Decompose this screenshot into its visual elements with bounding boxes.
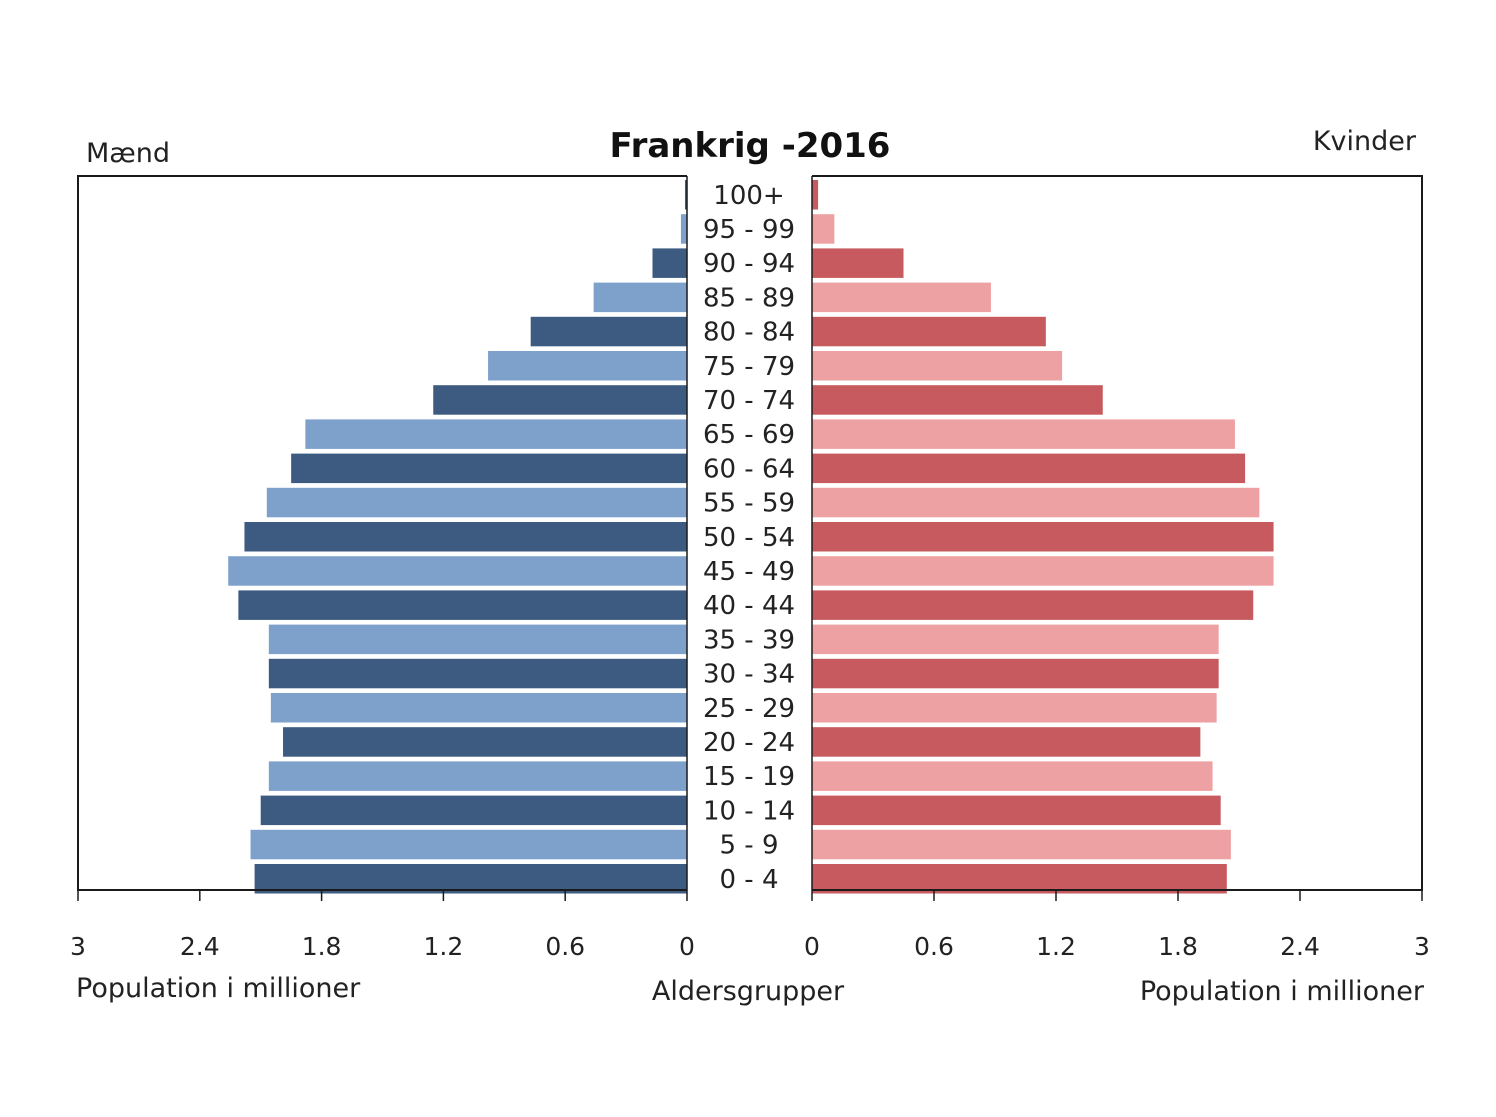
female-bar-55-59 [812,487,1260,518]
age-group-label: 5 - 9 [720,831,779,861]
female-bar-30-34 [812,658,1219,689]
age-group-label: 80 - 84 [703,318,795,348]
male-bars [228,180,688,894]
male-bar-90-94 [652,248,687,278]
male-tick-label: 0 [679,932,695,961]
age-group-label: 50 - 54 [703,523,795,553]
age-group-label: 95 - 99 [703,215,795,245]
female-tick-label: 1.2 [1036,932,1076,961]
chart-title: Frankrig -2016 [610,126,891,166]
male-bar-85-89 [593,282,687,313]
male-bar-45-49 [228,556,687,586]
female-bar-70-74 [812,385,1103,415]
age-group-label: 100+ [713,181,784,211]
age-group-labels: 100+ 95 - 99 90 - 94 85 - 89 80 - 84 75 - 79 7… [703,181,795,895]
male-bar-25-29 [270,693,687,723]
age-group-label: 60 - 64 [703,454,795,484]
age-group-label: 35 - 39 [703,625,795,655]
age-group-label: 65 - 69 [703,420,795,450]
age-group-label: 45 - 49 [703,557,795,587]
female-tick-label: 0 [804,932,820,961]
female-bars [812,180,1274,894]
age-group-label: 55 - 59 [703,489,795,519]
female-bar-65-69 [812,419,1235,449]
female-tick-label: 0.6 [914,932,954,961]
male-tick-label: 2.4 [180,932,220,961]
female-bar-35-39 [812,624,1219,655]
age-group-label: 70 - 74 [703,386,795,416]
age-group-label: 85 - 89 [703,283,795,313]
male-bar-20-24 [283,727,687,757]
age-group-label: 15 - 19 [703,762,795,792]
female-bar-25-29 [812,693,1217,723]
male-bar-70-74 [433,385,687,415]
male-bar-80-84 [530,316,687,347]
age-group-label: 25 - 29 [703,694,795,724]
female-tick-label: 1.8 [1158,932,1198,961]
age-group-label: 20 - 24 [703,728,795,758]
age-group-label: 90 - 94 [703,249,795,279]
male-plot-frame [77,175,687,891]
male-bar-35-39 [268,624,687,655]
age-group-label: 75 - 79 [703,352,795,382]
male-tick-label: 1.8 [302,932,342,961]
female-bar-100plus [812,180,819,210]
age-group-label: 30 - 34 [703,660,795,690]
female-bar-85-89 [812,282,991,313]
female-bar-50-54 [812,522,1274,552]
female-bar-95-99 [812,214,835,244]
female-bar-80-84 [812,316,1046,347]
male-tick-label: 1.2 [424,932,464,961]
female-bar-10-14 [812,795,1221,826]
female-x-axis-ticks: 0 0.6 1.2 1.8 2.4 3 [804,890,1430,961]
male-tick-label: 0.6 [545,932,585,961]
female-tick-label: 2.4 [1280,932,1320,961]
female-bar-0-4 [812,864,1227,894]
age-group-label: 0 - 4 [720,865,779,895]
male-tick-label: 3 [70,932,86,961]
female-bar-75-79 [812,351,1063,381]
age-group-label: 40 - 44 [703,591,795,621]
male-x-axis-ticks: 3 2.4 1.8 1.2 0.6 0 [70,890,695,961]
male-bar-30-34 [268,658,687,689]
female-bar-15-19 [812,761,1213,791]
male-bar-65-69 [305,419,687,449]
male-bar-95-99 [680,214,687,244]
female-bar-90-94 [812,248,904,278]
male-bar-75-79 [488,351,687,381]
male-bar-55-59 [266,487,687,518]
male-bar-50-54 [244,522,687,552]
male-bar-40-44 [238,590,687,620]
female-tick-label: 3 [1414,932,1430,961]
female-side-label: Kvinder [1313,126,1417,157]
male-bar-100plus [684,180,687,210]
male-bar-10-14 [260,795,687,826]
male-bar-5-9 [250,829,688,860]
age-groups-axis-label: Aldersgrupper [652,976,845,1007]
female-x-axis-label: Population i millioner [1140,976,1425,1007]
female-plot-frame [812,175,1423,891]
female-bar-45-49 [812,556,1274,586]
female-bar-20-24 [812,727,1201,757]
male-x-axis-label: Population i millioner [76,973,361,1004]
female-bar-60-64 [812,453,1246,484]
male-bar-0-4 [254,864,688,894]
age-group-label: 10 - 14 [703,796,795,826]
male-bar-60-64 [291,453,687,484]
male-side-label: Mænd [86,138,170,169]
female-bar-5-9 [812,829,1231,860]
male-bar-15-19 [268,761,687,791]
female-bar-40-44 [812,590,1254,620]
